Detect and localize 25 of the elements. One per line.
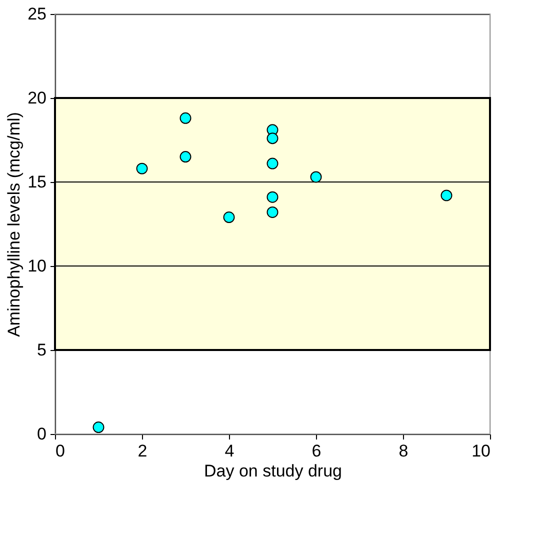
- y-tick-label: 10: [28, 256, 46, 276]
- x-axis-title: Day on study drug: [204, 462, 342, 480]
- y-tick-label: 0: [37, 424, 46, 444]
- y-tick-label: 5: [37, 340, 46, 360]
- x-tick-label: 8: [398, 442, 408, 460]
- point: [136, 162, 148, 174]
- point: [223, 212, 235, 224]
- x-tick-label: 4: [224, 442, 234, 460]
- x-tick-label: 0: [56, 442, 65, 460]
- point: [180, 112, 192, 124]
- point: [440, 190, 452, 202]
- point: [266, 158, 278, 170]
- y-tick-label: 15: [28, 172, 46, 192]
- point: [266, 206, 278, 218]
- point: [266, 132, 278, 144]
- point: [180, 151, 192, 163]
- y-tick-label: 25: [28, 4, 46, 24]
- point: [310, 171, 322, 183]
- x-tick-label: 10: [472, 442, 490, 460]
- x-tick-label: 2: [138, 442, 148, 460]
- point: [92, 422, 104, 434]
- y-tick-label: 20: [28, 88, 46, 108]
- x-tick-label: 6: [312, 442, 322, 460]
- y-axis-title: Aminophylline levels (mcg/ml): [4, 112, 24, 337]
- point: [266, 191, 278, 203]
